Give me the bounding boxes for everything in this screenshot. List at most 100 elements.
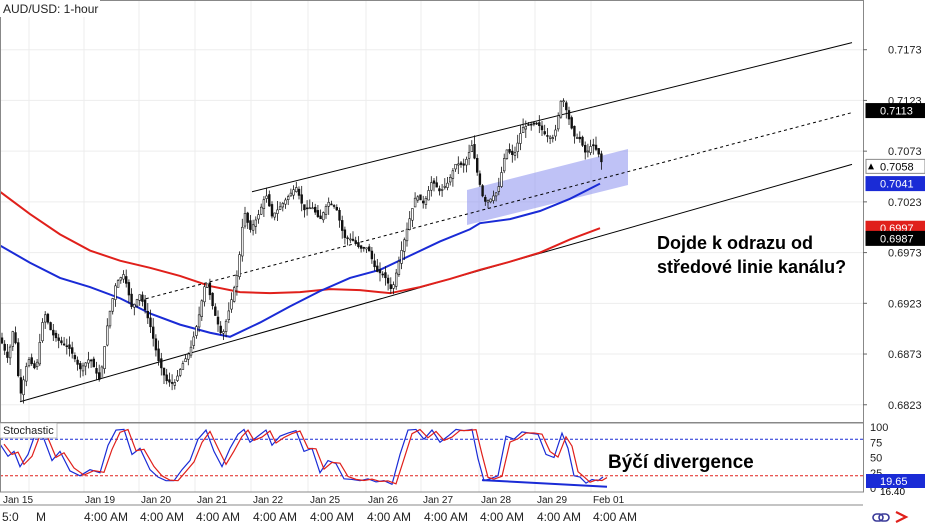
candle-body [103, 346, 106, 369]
date-label: Jan 26 [368, 495, 398, 506]
candle-body [565, 102, 568, 111]
sync-icon[interactable] [872, 513, 890, 522]
candle-body [119, 277, 123, 281]
candle-body [257, 214, 260, 220]
candle-body [335, 207, 338, 211]
candle-body [214, 306, 217, 316]
candle-body [497, 186, 500, 192]
candle-body [25, 366, 28, 382]
candle-body [381, 273, 384, 276]
candle-body [216, 316, 220, 325]
candle-body [157, 348, 160, 362]
candle-body [473, 144, 476, 159]
candle-body [413, 197, 417, 208]
time-label: 4:00 AM [537, 510, 581, 524]
date-label: Jan 21 [197, 495, 227, 506]
date-label: Feb 01 [593, 495, 625, 506]
candle-body [168, 379, 171, 383]
candle-body [154, 338, 158, 351]
candle-body [0, 337, 4, 344]
candle-body [583, 144, 587, 153]
candle-body [35, 361, 39, 368]
candle-body [332, 205, 336, 207]
candle-body [60, 340, 63, 344]
candle-body [543, 131, 546, 135]
candle-body [548, 136, 552, 139]
candle-body [227, 310, 230, 320]
stochastic-badge [866, 474, 925, 488]
candle-body [259, 206, 263, 215]
candle-body [405, 228, 409, 242]
candle-body [95, 368, 98, 374]
candle-body [411, 208, 414, 221]
tradingview-logo-icon[interactable] [895, 511, 909, 523]
candle-body [284, 199, 287, 205]
candle-body [62, 343, 66, 346]
candle-body [535, 122, 538, 125]
candle-body [108, 310, 112, 327]
date-label: Jan 27 [423, 495, 453, 506]
candle-body [241, 226, 244, 257]
candle-body [386, 277, 390, 284]
price-tick-label: 0.6973 [888, 248, 922, 260]
date-label: Jan 15 [3, 495, 33, 506]
candle-body [65, 345, 69, 348]
date-label: Jan 20 [141, 495, 171, 506]
date-label: Jan 19 [85, 495, 115, 506]
price-marker-icon [868, 163, 874, 170]
candle-body [594, 144, 598, 150]
candle-body [451, 170, 455, 179]
candle-body [181, 363, 185, 370]
candle-body [3, 343, 6, 351]
price-plot [0, 42, 853, 404]
candle-body [305, 207, 309, 210]
candle-body [122, 274, 125, 280]
candle-body [203, 286, 206, 303]
candle-body [273, 212, 276, 218]
candle-body [516, 142, 519, 152]
main-panel-border [0, 0, 864, 423]
candle-body [446, 182, 449, 188]
candle-body [370, 250, 374, 260]
candle-body [11, 331, 14, 347]
candle-body [189, 346, 193, 356]
candle-body [87, 359, 90, 364]
date-label: Jan 28 [481, 495, 511, 506]
price-badge [865, 103, 925, 119]
candle-body [160, 358, 163, 369]
candle-body [527, 124, 530, 126]
candle-body [597, 148, 600, 155]
candle-body [135, 299, 139, 307]
candle-body [573, 125, 576, 137]
time-label: 4:00 AM [253, 510, 297, 524]
stochastic-panel-border [0, 422, 864, 493]
candle-body [111, 298, 114, 312]
candle-body [567, 110, 571, 120]
candle-body [230, 299, 233, 310]
candle-body [208, 282, 212, 296]
candle-body [394, 272, 398, 287]
candle-body [187, 353, 190, 360]
stochastic-d-line [3, 428, 608, 485]
candle-body [162, 367, 166, 376]
candle-body [589, 146, 592, 153]
time-label: 4:00 AM [367, 510, 411, 524]
time-label: 4:00 AM [196, 510, 240, 524]
candle-body [268, 194, 271, 207]
time-label: M [36, 510, 46, 524]
candle-body [311, 207, 314, 210]
candle-body [276, 209, 279, 214]
divergence-line [481, 479, 608, 488]
candle-body [251, 224, 255, 231]
candle-body [389, 284, 392, 290]
candle-body [243, 213, 247, 227]
candle-body [492, 195, 495, 201]
candle-body [173, 382, 176, 386]
candle-body [30, 357, 33, 365]
candle-body [98, 372, 101, 380]
candle-body [57, 337, 60, 341]
candle-body [270, 204, 274, 217]
candle-body [408, 218, 411, 230]
candle-body [192, 336, 195, 346]
